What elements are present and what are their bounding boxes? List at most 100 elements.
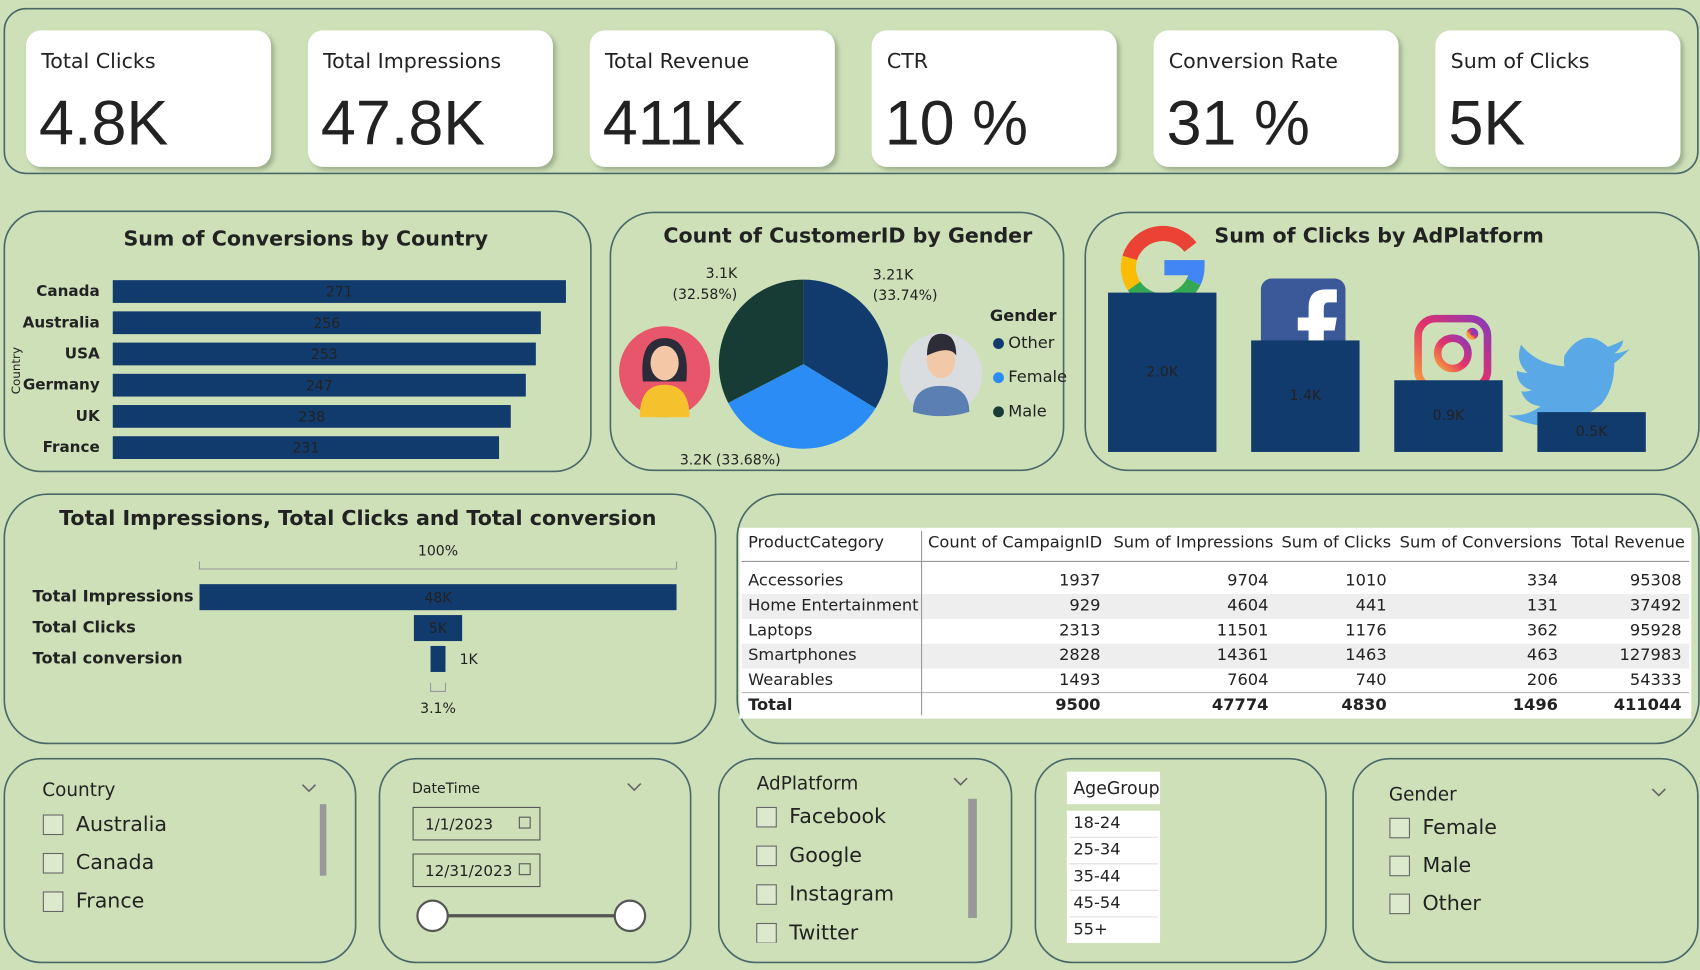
table-cell: 206 <box>1527 670 1558 689</box>
table-cell: 14361 <box>1217 645 1269 664</box>
checkbox[interactable] <box>756 922 777 944</box>
slider-handle[interactable] <box>613 899 647 933</box>
table-total: 9500 <box>1055 695 1100 714</box>
panel <box>718 757 1013 964</box>
legend-swatch <box>993 338 1004 349</box>
checkbox[interactable] <box>1389 855 1410 877</box>
checkbox-label[interactable]: Instagram <box>789 882 894 906</box>
data-label: 253 <box>311 347 338 363</box>
data-label-line: (32.58%) <box>673 287 738 303</box>
kpi-card <box>26 30 272 167</box>
checkbox-label[interactable]: Google <box>789 843 862 867</box>
legend-title: Gender <box>990 306 1057 325</box>
table-cell: 740 <box>1356 670 1387 689</box>
kpi-label: Total Impressions <box>322 49 501 73</box>
data-label: 3.1K (32.58%) <box>673 266 738 303</box>
bracket <box>429 682 447 693</box>
checkbox[interactable] <box>1389 817 1410 839</box>
table-total: 47774 <box>1212 695 1269 714</box>
table-cell: 95928 <box>1630 620 1682 639</box>
age-list <box>1066 810 1161 943</box>
y-tick-label: Canada <box>36 282 99 300</box>
date-value: 1/1/2023 <box>425 815 493 833</box>
age-item: 35-44 <box>1073 866 1120 885</box>
kpi-card <box>871 30 1117 167</box>
checkbox[interactable] <box>756 845 777 867</box>
table-cell: 54333 <box>1630 670 1682 689</box>
date-value: 12/31/2023 <box>425 862 512 880</box>
data-label: 48K <box>424 590 452 606</box>
funnel-bar <box>413 615 463 642</box>
checkbox-label[interactable]: Male <box>1422 853 1471 877</box>
checkbox-label[interactable]: Canada <box>76 850 154 874</box>
scrollbar <box>319 804 327 876</box>
dropdown-chevron[interactable] <box>953 777 968 786</box>
table-header: ProductCategory <box>748 532 884 551</box>
table-header: Count of CampaignID <box>928 532 1102 551</box>
checkbox-label[interactable]: Other <box>1422 891 1481 915</box>
checkbox-label[interactable]: France <box>76 889 144 913</box>
female-avatar <box>619 326 711 418</box>
checkbox[interactable] <box>42 852 64 874</box>
kpi-value: 47.8K <box>321 89 485 159</box>
bar <box>112 280 566 303</box>
panel <box>1084 211 1700 472</box>
age-item: 45-54 <box>1073 893 1120 912</box>
table-cell: 334 <box>1527 570 1558 589</box>
table-cell: 127983 <box>1620 645 1682 664</box>
checkbox[interactable] <box>756 806 777 828</box>
checkbox[interactable] <box>1389 893 1410 915</box>
legend-swatch <box>993 406 1004 418</box>
y-tick-label: USA <box>65 344 100 362</box>
bar <box>112 436 500 459</box>
checkbox-label[interactable]: Australia <box>76 812 167 836</box>
dropdown-chevron[interactable] <box>1651 788 1666 797</box>
date-input[interactable] <box>412 853 541 888</box>
dropdown-chevron[interactable] <box>627 783 642 792</box>
bar <box>1251 340 1360 452</box>
checkbox-label[interactable]: Facebook <box>789 804 886 828</box>
kpi-label: Total Clicks <box>40 49 155 73</box>
table-header: Sum of Clicks <box>1282 532 1392 551</box>
panel <box>3 493 717 745</box>
slicer-title: DateTime <box>412 781 480 797</box>
data-label: 3.2K (33.68%) <box>680 453 781 469</box>
checkbox[interactable] <box>756 884 777 905</box>
funnel-bar <box>430 645 446 672</box>
table-cell: Accessories <box>748 570 843 589</box>
pie-slice <box>728 364 876 449</box>
table-cell: 1463 <box>1345 645 1386 664</box>
kpi-card <box>1153 30 1399 167</box>
slider-handle[interactable] <box>416 899 449 933</box>
slicer-title: AdPlatform <box>757 774 859 795</box>
data-label: 3.21K (33.74%) <box>873 267 938 304</box>
date-input[interactable] <box>412 806 541 841</box>
kpi-label: CTR <box>887 49 928 73</box>
platform-list: Facebook Google Instagram Twitter <box>756 804 894 944</box>
checkbox-label[interactable]: Twitter <box>788 920 859 944</box>
table-cell: 2313 <box>1059 620 1100 639</box>
table-total: 411044 <box>1614 695 1682 714</box>
calendar-icon <box>518 816 531 829</box>
checkbox[interactable] <box>42 891 64 913</box>
chart-title: Total Impressions, Total Clicks and Tota… <box>59 506 656 530</box>
data-label: 1K <box>460 652 479 668</box>
bar <box>112 311 541 335</box>
bar <box>112 342 536 366</box>
checkbox[interactable] <box>42 814 64 836</box>
dropdown-chevron[interactable] <box>301 784 317 793</box>
table-cell: Wearables <box>748 670 833 689</box>
bar <box>112 373 526 397</box>
table-header: Sum of Conversions <box>1400 532 1562 551</box>
age-item: 25-34 <box>1073 840 1120 859</box>
checkbox-label[interactable]: Female <box>1422 815 1496 839</box>
category-label: Total Clicks <box>33 618 136 637</box>
table-cell: 929 <box>1069 595 1100 614</box>
table-cell: 463 <box>1527 645 1558 664</box>
y-tick-label: Australia <box>23 313 100 331</box>
data-label: 247 <box>306 378 333 394</box>
bar <box>1394 380 1503 452</box>
